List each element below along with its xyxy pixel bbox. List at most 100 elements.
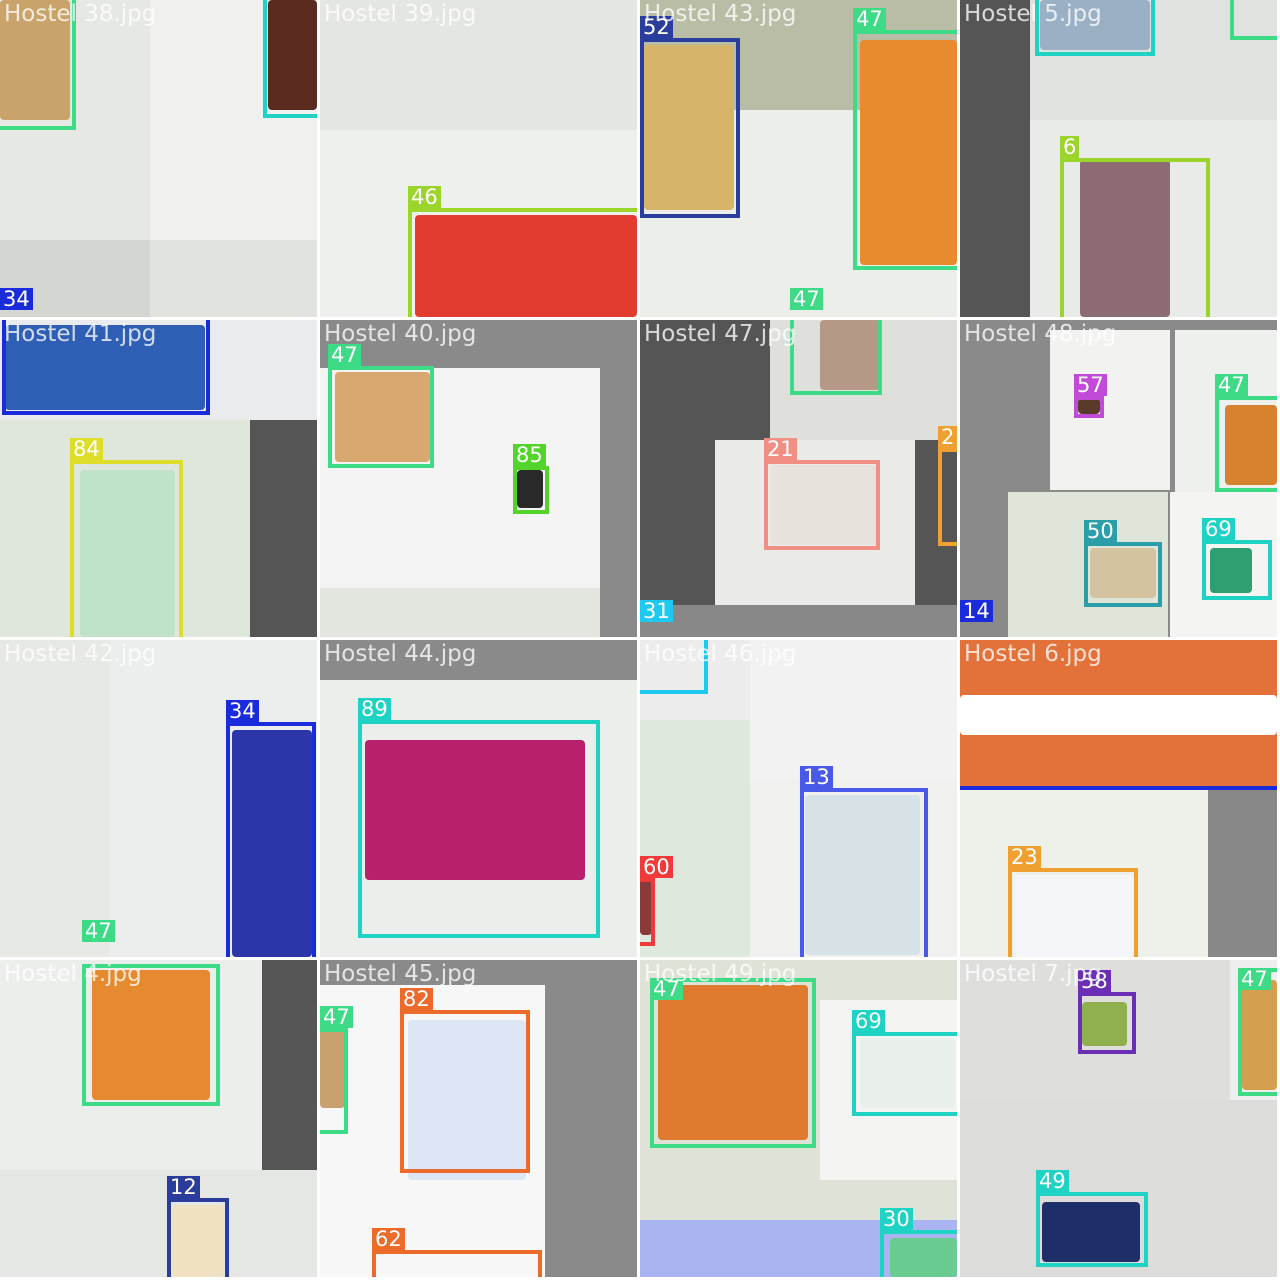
bounding-box [650, 978, 816, 1148]
image-tile[interactable]: 34 Hostel 38.jpg [0, 0, 317, 317]
class-label: 62 [372, 1228, 405, 1250]
bounding-box [0, 0, 76, 130]
image-tile[interactable]: 13 60 Hostel 46.jpg [640, 640, 957, 957]
filename-label: Hostel 42.jpg [4, 641, 157, 667]
class-label: 47 [853, 8, 886, 30]
background-region [1208, 790, 1277, 957]
image-tile[interactable]: 12 Hostel 4.jpg [0, 960, 317, 1277]
product-object [92, 970, 210, 1100]
image-tile[interactable]: 34 47 Hostel 42.jpg [0, 640, 317, 957]
class-label: 13 [800, 766, 833, 788]
image-tile[interactable]: 57 47 50 69 14 Hostel 48.jpg [960, 320, 1277, 637]
image-tile[interactable]: 89 Hostel 44.jpg [320, 640, 637, 957]
image-tile[interactable]: 52 47 47 Hostel 43.jpg [640, 0, 957, 317]
class-label: 12 [167, 1176, 200, 1198]
bounding-box [513, 466, 549, 514]
bounding-box [328, 366, 434, 468]
bounding-box [880, 1230, 957, 1277]
image-tile[interactable]: 6 Hostel 5.jpg [960, 0, 1277, 317]
background-region [320, 0, 637, 130]
image-tile[interactable]: 21 2 31 Hostel 47.jpg [640, 320, 957, 637]
product-object [268, 0, 317, 110]
product-object [658, 985, 808, 1140]
filename-label: Hostel 43.jpg [644, 1, 797, 27]
background-region [750, 640, 957, 780]
bounding-box [372, 1250, 542, 1277]
product-object [232, 730, 312, 957]
product-object [1042, 1202, 1140, 1262]
bounding-box [167, 1198, 229, 1277]
product-object [1080, 160, 1170, 317]
product-object [1225, 405, 1277, 485]
filename-label: Hostel 49.jpg [644, 961, 797, 987]
background-region [640, 605, 957, 637]
bounding-box [764, 460, 880, 550]
product-object [320, 1028, 345, 1108]
bounding-box [1074, 396, 1104, 418]
product-object [820, 320, 880, 390]
bounding-box [320, 1028, 348, 1134]
bounding-box [408, 208, 637, 317]
image-tile[interactable]: 47 85 Hostel 40.jpg [320, 320, 637, 637]
bounding-box [640, 640, 708, 694]
class-label: 84 [70, 438, 103, 460]
filename-label: Hostel 7.jpg [964, 961, 1102, 987]
class-label: 46 [408, 186, 441, 208]
bounding-box [1035, 0, 1155, 56]
filename-label: Hostel 6.jpg [964, 641, 1102, 667]
product-object [415, 215, 637, 317]
background-region [150, 240, 317, 317]
class-label: 47 [1215, 374, 1248, 396]
image-tile[interactable]: 58 47 49 Hostel 7.jpg [960, 960, 1277, 1277]
class-label: 58 [1078, 970, 1111, 992]
product-object [640, 875, 652, 935]
background-region [262, 960, 317, 1170]
bounding-box [400, 1010, 530, 1173]
product-object [1242, 980, 1277, 1090]
image-tile[interactable]: 47 69 30 Hostel 49.jpg [640, 960, 957, 1277]
class-label: 34 [226, 700, 259, 722]
filename-label: Hostel 41.jpg [4, 321, 157, 347]
bounding-box [640, 38, 740, 218]
filename-label: Hostel 39.jpg [324, 1, 477, 27]
bounding-box [1078, 992, 1136, 1054]
bounding-box [1060, 158, 1210, 317]
bounding-box [853, 30, 957, 270]
bounding-box [70, 460, 183, 637]
bounding-box [1230, 0, 1277, 40]
bounding-box [852, 1032, 957, 1116]
class-label: 50 [1084, 520, 1117, 542]
product-object [5, 325, 205, 410]
bounding-box [640, 878, 655, 946]
filename-label: Hostel 48.jpg [964, 321, 1117, 347]
bounding-box [1215, 396, 1277, 492]
filename-label: Hostel 45.jpg [324, 961, 477, 987]
product-object [365, 740, 585, 880]
class-label: 23 [1008, 846, 1041, 868]
bounding-box [226, 722, 316, 957]
class-label: 60 [640, 856, 673, 878]
bounding-box [1202, 540, 1272, 600]
product-object [80, 470, 175, 637]
image-tile[interactable]: 46 Hostel 39.jpg [320, 0, 637, 317]
class-label: 52 [640, 16, 673, 38]
product-object [770, 465, 880, 545]
bounding-box [1084, 542, 1162, 607]
class-label: 49 [1036, 1170, 1069, 1192]
class-label: 47 [320, 1006, 353, 1028]
filename-label: Hostel 4.jpg [4, 961, 142, 987]
class-label: 6 [1060, 136, 1080, 158]
filename-label: Hostel 46.jpg [644, 641, 797, 667]
class-label: 57 [1074, 374, 1107, 396]
product-object [172, 1205, 224, 1277]
class-label: 69 [1202, 518, 1235, 540]
image-tile[interactable]: 84 Hostel 41.jpg [0, 320, 317, 637]
image-tile[interactable]: 47 82 62 Hostel 45.jpg [320, 960, 637, 1277]
image-tile[interactable]: 23 Hostel 6.jpg [960, 640, 1277, 957]
product-object [805, 795, 920, 955]
background-region [640, 640, 750, 720]
background-region [640, 720, 750, 957]
background-region [320, 588, 600, 637]
filename-label: Hostel 5.jpg [964, 1, 1102, 27]
